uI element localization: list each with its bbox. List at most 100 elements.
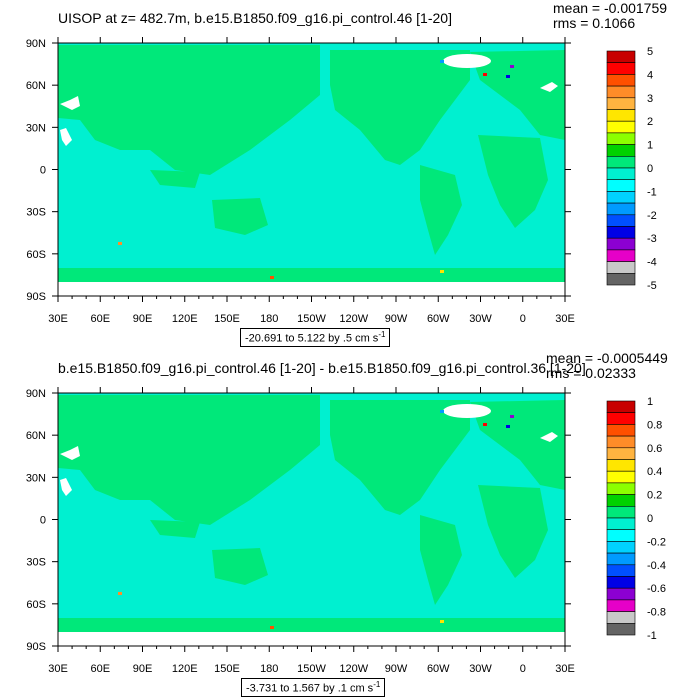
- anomaly-cell: [483, 73, 487, 76]
- y-tick-label: 60N: [26, 80, 46, 92]
- greenland-missing: [443, 404, 491, 418]
- mean-stat: mean = -0.0005449: [546, 350, 668, 366]
- colorbar-swatch: [606, 529, 636, 542]
- colorbar-label: -5: [647, 280, 657, 292]
- colorbar-swatch: [606, 191, 636, 204]
- colorbar-label: 2: [647, 116, 653, 128]
- colorbar-label: 1: [647, 140, 653, 152]
- x-tick-label: 60W: [427, 663, 450, 675]
- colorbar-label: 4: [647, 69, 653, 81]
- anomaly-cell: [440, 620, 444, 623]
- rms-stat: rms = 0.02333: [546, 365, 636, 381]
- x-tick-label: 30W: [469, 663, 492, 675]
- x-tick-label: 150E: [214, 313, 240, 325]
- x-tick-label: 30E: [48, 663, 68, 675]
- red-sea-missing: [60, 478, 72, 496]
- y-tick-label: 60S: [26, 599, 46, 611]
- colorbar-swatch: [606, 459, 636, 472]
- land-region: [150, 170, 200, 188]
- map-plot: 30E 60E 90E 120E 150E 180 150W 120W 90W 60W 30W 0 30…: [26, 37, 657, 325]
- land-region: [212, 198, 268, 235]
- x-tick-label: 180: [260, 313, 278, 325]
- anomaly-cell: [506, 75, 510, 78]
- y-tick-label: 60N: [26, 430, 46, 442]
- colorbar-label: -1: [647, 186, 657, 198]
- colorbar-swatch: [606, 412, 636, 425]
- colorbar-swatch: [606, 424, 636, 437]
- colorbar-swatch: [606, 541, 636, 554]
- colorbar-swatch: [606, 482, 636, 495]
- range-label: -20.691 to 5.122 by .5 cm s-1: [240, 328, 391, 347]
- map-panel-2: b.e15.B1850.f09_g16.pi_control.46 [1-20]…: [0, 350, 700, 700]
- colorbar-swatch: [606, 179, 636, 192]
- colorbar-swatch: [606, 156, 636, 169]
- colorbar-swatch: [606, 50, 636, 63]
- land-region: [478, 485, 548, 578]
- x-tick-label: 150W: [297, 663, 326, 675]
- colorbar: 5 4 3 2 1 0 -1 -2 -3 -4 -5: [606, 46, 657, 292]
- land-region: [470, 50, 565, 140]
- anomaly-cell: [510, 65, 514, 68]
- y-tick-label: 30S: [26, 557, 46, 569]
- antarctic-missing: [58, 282, 565, 296]
- x-tick-label: 30E: [48, 313, 68, 325]
- antarctic-missing: [58, 632, 565, 646]
- y-tick-label: 0: [40, 515, 46, 527]
- caspian-missing: [60, 446, 80, 460]
- colorbar-label: 0.8: [647, 419, 662, 431]
- y-tick-label: 90N: [26, 38, 46, 50]
- colorbar-swatch: [606, 261, 636, 274]
- land-region: [420, 165, 462, 255]
- anomaly-cell: [270, 626, 274, 629]
- colorbar-swatch: [606, 109, 636, 122]
- map-panel-1: UISOP at z= 482.7m, b.e15.B1850.f09_g16.…: [26, 0, 668, 347]
- colorbar-swatch: [606, 506, 636, 519]
- land-region: [420, 515, 462, 605]
- colorbar-swatch: [606, 249, 636, 262]
- colorbar-swatch: [606, 611, 636, 624]
- x-tick-label: 150W: [297, 313, 326, 325]
- x-tick-label: 120E: [172, 663, 198, 675]
- colorbar-label: -0.2: [647, 536, 666, 548]
- colorbar-swatch: [606, 74, 636, 87]
- x-tick-label: 0: [520, 313, 526, 325]
- anomaly-cell: [118, 592, 122, 595]
- chart-title: b.e15.B1850.f09_g16.pi_control.46 [1-20]…: [58, 360, 586, 376]
- colorbar-swatch: [606, 552, 636, 566]
- anomaly-cell: [270, 276, 274, 279]
- colorbar-swatch: [606, 622, 636, 636]
- colorbar-label: -1: [647, 630, 657, 642]
- colorbar-label: -4: [647, 257, 657, 269]
- y-tick-label: 60S: [26, 249, 46, 261]
- rms-stat: rms = 0.1066: [553, 15, 636, 31]
- land-region: [330, 50, 470, 165]
- colorbar-label: 0: [647, 163, 653, 175]
- colorbar-label: 0.4: [647, 466, 662, 478]
- y-tick-label: 90S: [26, 641, 46, 653]
- colorbar-swatch: [606, 517, 636, 530]
- x-tick-label: 0: [520, 663, 526, 675]
- colorbar-swatch: [606, 226, 636, 239]
- map-plot: 30E 60E 90E 120E 150E 180 150W 120W 90W 60W 30W 0 30…: [26, 387, 666, 675]
- land-region: [212, 548, 268, 585]
- x-tick-label: 30W: [469, 313, 492, 325]
- colorbar-swatch: [606, 470, 636, 484]
- land-region: [330, 400, 470, 515]
- map-field: [58, 43, 565, 296]
- colorbar-swatch: [606, 494, 636, 507]
- land-region: [58, 45, 320, 175]
- colorbar-swatch: [606, 132, 636, 145]
- range-label: -3.731 to 1.567 by .1 cm s-1: [241, 678, 386, 697]
- colorbar-swatch: [606, 400, 636, 413]
- land-region: [58, 395, 320, 525]
- colorbar-label: -0.4: [647, 560, 666, 572]
- chart-title: UISOP at z= 482.7m, b.e15.B1850.f09_g16.…: [58, 10, 452, 26]
- colorbar-swatch: [606, 564, 636, 577]
- x-tick-label: 90E: [133, 313, 153, 325]
- colorbar-label: -0.6: [647, 583, 666, 595]
- map-field: [58, 393, 565, 646]
- x-tick-label: 60E: [90, 663, 110, 675]
- y-tick-label: 30N: [26, 122, 46, 134]
- mean-stat: mean = -0.001759: [553, 0, 668, 16]
- colorbar-label: 5: [647, 46, 653, 58]
